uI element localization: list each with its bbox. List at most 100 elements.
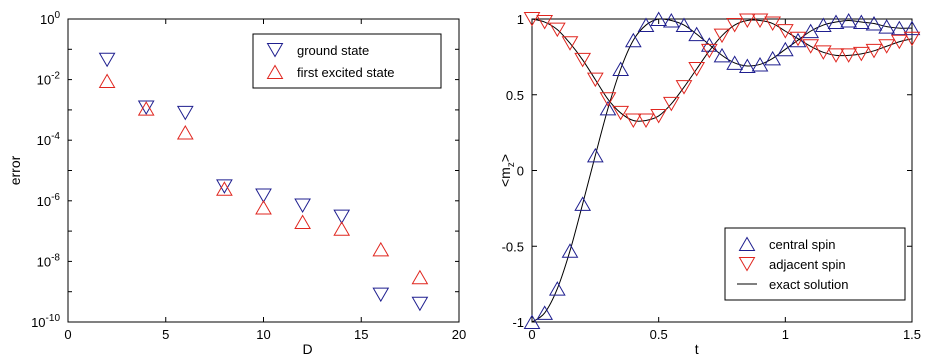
data-point (662, 96, 680, 112)
data-point (726, 18, 744, 33)
legend-marker (738, 257, 756, 272)
data-point (411, 269, 429, 285)
data-point (372, 287, 390, 303)
x-tick-label: 15 (354, 327, 368, 342)
y-tick-label: 10-10 (31, 313, 60, 330)
legend-marker (266, 64, 284, 79)
x-axis-label: t (695, 341, 699, 356)
data-point (536, 305, 554, 320)
x-tick-label: 5 (162, 327, 169, 342)
y-tick-label: 0.5 (506, 88, 524, 103)
legend-marker (266, 43, 284, 58)
y-axis-label: <mz> (497, 154, 517, 187)
data-point (764, 16, 782, 32)
data-point (662, 13, 680, 28)
y-tick-label: -0.5 (502, 239, 524, 254)
data-point (612, 61, 630, 76)
data-point (411, 296, 429, 312)
data-point (294, 198, 311, 213)
data-point (713, 28, 731, 44)
x-tick-label: 0 (528, 327, 535, 342)
data-point (903, 31, 921, 47)
data-point (98, 52, 116, 68)
data-point (523, 314, 541, 329)
y-tick-label: 10-4 (37, 131, 61, 148)
data-point (688, 26, 706, 42)
y-tick-label: -1 (512, 315, 524, 330)
exact-solution-line (531, 18, 913, 323)
data-point (764, 50, 782, 66)
data-point (776, 41, 794, 57)
exact-solution-line (531, 18, 913, 122)
legend-label: ground state (297, 43, 369, 58)
data-point (599, 100, 617, 116)
data-point (586, 72, 604, 88)
data-point (255, 188, 272, 203)
data-point (333, 209, 351, 225)
data-point (878, 19, 896, 34)
x-tick-label: 0 (64, 327, 71, 342)
y-tick-label: 0 (517, 164, 524, 179)
right-legend (724, 227, 906, 301)
data-point (751, 56, 769, 72)
data-point (574, 196, 592, 211)
data-point (294, 214, 311, 229)
y-tick-label: 10-2 (37, 71, 61, 88)
data-point (561, 36, 579, 51)
data-point (650, 11, 668, 26)
data-point (865, 16, 883, 31)
data-point (216, 179, 233, 194)
data-point (827, 14, 845, 30)
data-point (751, 13, 769, 29)
data-point (624, 113, 642, 129)
data-point (372, 241, 390, 257)
data-point (176, 105, 194, 121)
data-point (137, 100, 155, 116)
data-point (852, 14, 870, 30)
data-point (776, 24, 794, 39)
legend-label: adjacent spin (769, 257, 846, 272)
data-point (548, 22, 566, 38)
data-point (216, 181, 233, 196)
legend-label: central spin (769, 237, 835, 252)
y-tick-label: 1 (517, 12, 524, 27)
data-point (137, 101, 155, 116)
y-tick-label: 100 (40, 10, 60, 27)
data-point (612, 105, 630, 121)
data-point (802, 23, 820, 39)
data-point (255, 200, 272, 215)
data-point (688, 61, 706, 77)
data-point (814, 45, 832, 60)
data-point (878, 39, 896, 54)
data-point (548, 281, 566, 296)
data-point (890, 20, 908, 36)
x-tick-label: 0.5 (650, 327, 668, 342)
y-axis-label: error (7, 155, 23, 185)
x-tick-label: 20 (452, 327, 466, 342)
data-point (700, 43, 718, 59)
data-point (624, 32, 642, 48)
data-point (637, 113, 655, 129)
x-tick-label: 1 (782, 327, 789, 342)
x-tick-label: 1.5 (903, 327, 921, 342)
data-point (637, 17, 655, 33)
data-point (523, 12, 541, 27)
data-point (675, 17, 693, 33)
data-point (333, 221, 351, 236)
data-point (561, 243, 579, 258)
x-tick-label: 10 (256, 327, 270, 342)
data-point (650, 108, 668, 124)
data-point (98, 73, 116, 88)
data-point (865, 43, 883, 59)
data-point (840, 13, 858, 28)
legend-label: first excited state (297, 65, 395, 80)
x-axis-label: D (302, 341, 312, 356)
data-point (789, 31, 807, 47)
data-point (586, 147, 604, 163)
data-point (738, 13, 756, 29)
data-point (814, 17, 832, 33)
data-point (840, 48, 858, 63)
data-point (713, 47, 731, 63)
